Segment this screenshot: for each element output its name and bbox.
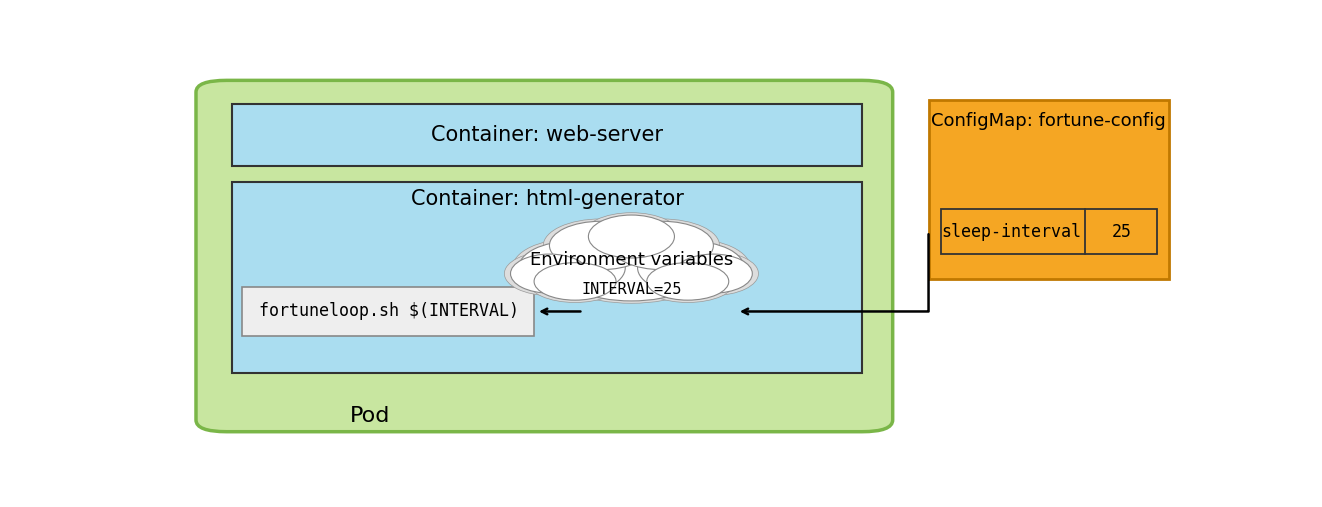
Ellipse shape xyxy=(549,230,714,303)
Ellipse shape xyxy=(582,213,681,260)
FancyBboxPatch shape xyxy=(941,209,1157,254)
Ellipse shape xyxy=(527,260,623,303)
Ellipse shape xyxy=(604,219,719,272)
Ellipse shape xyxy=(641,260,735,303)
FancyBboxPatch shape xyxy=(196,80,892,431)
Text: Container: web-server: Container: web-server xyxy=(431,125,664,145)
Ellipse shape xyxy=(611,221,714,270)
FancyBboxPatch shape xyxy=(242,287,534,336)
Ellipse shape xyxy=(555,232,709,301)
Ellipse shape xyxy=(588,215,674,258)
Ellipse shape xyxy=(505,252,595,296)
Text: Pod: Pod xyxy=(350,406,390,426)
Ellipse shape xyxy=(669,252,759,296)
Text: INTERVAL=25: INTERVAL=25 xyxy=(582,282,682,297)
Ellipse shape xyxy=(510,254,588,293)
Text: Environment variables: Environment variables xyxy=(530,251,732,269)
Ellipse shape xyxy=(632,239,751,297)
FancyBboxPatch shape xyxy=(231,182,862,373)
Text: 25: 25 xyxy=(1112,223,1132,241)
Text: Container: html-generator: Container: html-generator xyxy=(411,190,683,209)
Ellipse shape xyxy=(674,254,752,293)
FancyBboxPatch shape xyxy=(231,104,862,166)
Ellipse shape xyxy=(513,239,632,297)
FancyBboxPatch shape xyxy=(928,100,1169,279)
Ellipse shape xyxy=(646,263,728,300)
Ellipse shape xyxy=(534,263,616,300)
Ellipse shape xyxy=(637,241,744,294)
Text: sleep-interval: sleep-interval xyxy=(941,223,1081,241)
Ellipse shape xyxy=(543,219,658,272)
Ellipse shape xyxy=(550,221,652,270)
Ellipse shape xyxy=(518,241,625,294)
Text: ConfigMap: fortune-config: ConfigMap: fortune-config xyxy=(931,113,1166,130)
Text: fortuneloop.sh $(INTERVAL): fortuneloop.sh $(INTERVAL) xyxy=(259,303,518,320)
